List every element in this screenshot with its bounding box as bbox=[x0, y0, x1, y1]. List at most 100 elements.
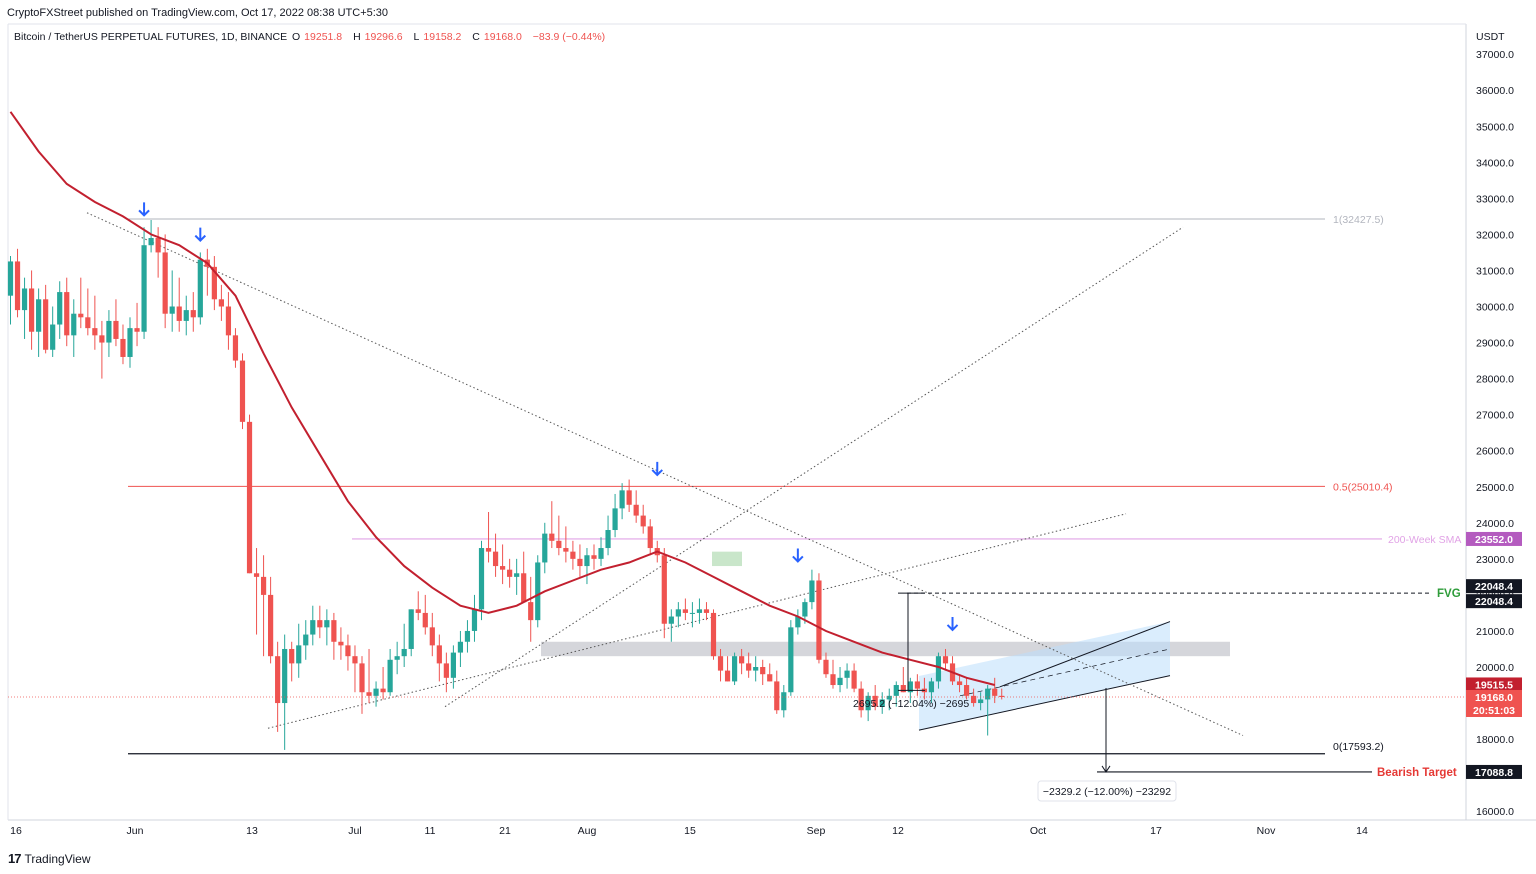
candle-down[interactable] bbox=[647, 526, 653, 549]
candle-up[interactable] bbox=[605, 530, 611, 549]
candle-up[interactable] bbox=[514, 573, 520, 577]
candle-up[interactable] bbox=[36, 299, 42, 332]
ema-line[interactable] bbox=[9, 111, 995, 686]
candle-down[interactable] bbox=[317, 620, 323, 628]
candle-up[interactable] bbox=[21, 288, 28, 311]
candle-up[interactable] bbox=[141, 245, 147, 332]
candle-up[interactable] bbox=[865, 695, 871, 711]
descending-trendline[interactable] bbox=[86, 212, 1244, 736]
candle-down[interactable] bbox=[739, 656, 745, 664]
candle-up[interactable] bbox=[731, 656, 738, 682]
candle-down[interactable] bbox=[872, 695, 878, 707]
candle-down[interactable] bbox=[275, 656, 281, 704]
candle-up[interactable] bbox=[893, 685, 899, 696]
tradingview-footer[interactable]: 17 TradingView bbox=[8, 851, 91, 866]
candle-up[interactable] bbox=[387, 659, 393, 693]
candle-up[interactable] bbox=[282, 648, 288, 704]
price-tag[interactable] bbox=[1466, 764, 1522, 779]
price-axis[interactable]: USDT16000.017000.018000.019000.020000.02… bbox=[1466, 31, 1522, 818]
candle-up[interactable] bbox=[401, 648, 407, 657]
candle-up[interactable] bbox=[310, 620, 316, 635]
candle-down[interactable] bbox=[176, 306, 182, 321]
candle-down[interactable] bbox=[971, 695, 977, 704]
candle-down[interactable] bbox=[352, 656, 358, 664]
candle-down[interactable] bbox=[429, 627, 435, 646]
candle-up[interactable] bbox=[879, 699, 885, 707]
rising-channel-fill[interactable] bbox=[919, 621, 1170, 731]
candle-up[interactable] bbox=[197, 259, 203, 318]
ascending-trendline[interactable] bbox=[444, 226, 1184, 708]
candle-down[interactable] bbox=[999, 695, 1005, 697]
candle-up[interactable] bbox=[106, 320, 112, 343]
candle-down[interactable] bbox=[816, 580, 822, 660]
candle-up[interactable] bbox=[788, 627, 794, 693]
candle-up[interactable] bbox=[183, 310, 189, 321]
candle-down[interactable] bbox=[289, 648, 295, 664]
candle-down[interactable] bbox=[28, 288, 35, 332]
candle-up[interactable] bbox=[71, 313, 77, 336]
candle-down[interactable] bbox=[724, 670, 731, 682]
candle-up[interactable] bbox=[471, 609, 478, 631]
candle-down[interactable] bbox=[380, 688, 386, 693]
time-axis[interactable]: 16 Jun 13 Jul 11 21 Aug 15 Sep 12 Oct 17 Nov 14 bbox=[10, 825, 1368, 837]
candle-down[interactable] bbox=[528, 602, 534, 621]
candle-up[interactable] bbox=[373, 688, 379, 696]
price-tag[interactable] bbox=[1466, 579, 1522, 594]
candle-up[interactable] bbox=[795, 616, 801, 628]
candle-up[interactable] bbox=[478, 548, 485, 610]
candle-up[interactable] bbox=[837, 677, 843, 686]
fvg-box[interactable] bbox=[712, 551, 742, 567]
candle-down[interactable] bbox=[577, 558, 583, 567]
candle-down[interactable] bbox=[134, 328, 140, 332]
candle-down[interactable] bbox=[64, 292, 70, 336]
candle-down[interactable] bbox=[661, 555, 667, 624]
candle-down[interactable] bbox=[851, 670, 857, 689]
candle-up[interactable] bbox=[886, 695, 892, 700]
candle-up[interactable] bbox=[7, 261, 14, 296]
candle-down[interactable] bbox=[500, 566, 506, 570]
candle-up[interactable] bbox=[696, 609, 703, 613]
candle-down[interactable] bbox=[85, 317, 91, 329]
candle-up[interactable] bbox=[408, 609, 414, 649]
candle-down[interactable] bbox=[366, 692, 372, 696]
candle-down[interactable] bbox=[43, 299, 49, 350]
candle-down[interactable] bbox=[942, 656, 949, 664]
candle-up[interactable] bbox=[675, 609, 681, 617]
candle-up[interactable] bbox=[303, 634, 309, 646]
candle-up[interactable] bbox=[781, 692, 787, 711]
candle-down[interactable] bbox=[682, 609, 688, 613]
candle-down[interactable] bbox=[914, 681, 920, 689]
candle-up[interactable] bbox=[450, 652, 456, 678]
candle-down[interactable] bbox=[225, 306, 232, 336]
candle-down[interactable] bbox=[113, 320, 119, 339]
candle-up[interactable] bbox=[535, 562, 541, 621]
candle-up[interactable] bbox=[978, 699, 984, 704]
candle-down[interactable] bbox=[626, 490, 632, 505]
candle-down[interactable] bbox=[338, 641, 344, 646]
candle-up[interactable] bbox=[689, 612, 696, 614]
candle-down[interactable] bbox=[774, 681, 780, 711]
candle-down[interactable] bbox=[232, 335, 239, 361]
candle-up[interactable] bbox=[802, 602, 808, 617]
candle-down[interactable] bbox=[246, 421, 253, 574]
candle-down[interactable] bbox=[92, 328, 98, 336]
candle-down[interactable] bbox=[162, 252, 168, 314]
candle-down[interactable] bbox=[900, 685, 906, 693]
candle-down[interactable] bbox=[570, 551, 576, 559]
price-tag[interactable] bbox=[1466, 677, 1522, 692]
support-trendline[interactable] bbox=[267, 513, 1127, 729]
candle-down[interactable] bbox=[443, 663, 449, 678]
candle-down[interactable] bbox=[155, 238, 161, 253]
candle-down[interactable] bbox=[507, 569, 513, 577]
candle-down[interactable] bbox=[218, 299, 224, 307]
candle-down[interactable] bbox=[703, 609, 710, 613]
candle-down[interactable] bbox=[992, 688, 998, 696]
candle-up[interactable] bbox=[50, 324, 56, 350]
candle-down[interactable] bbox=[591, 555, 597, 559]
candle-down[interactable] bbox=[268, 594, 274, 657]
candle-up[interactable] bbox=[935, 656, 942, 682]
candle-up[interactable] bbox=[809, 580, 815, 603]
candle-down[interactable] bbox=[211, 266, 217, 300]
candle-down[interactable] bbox=[549, 533, 555, 541]
